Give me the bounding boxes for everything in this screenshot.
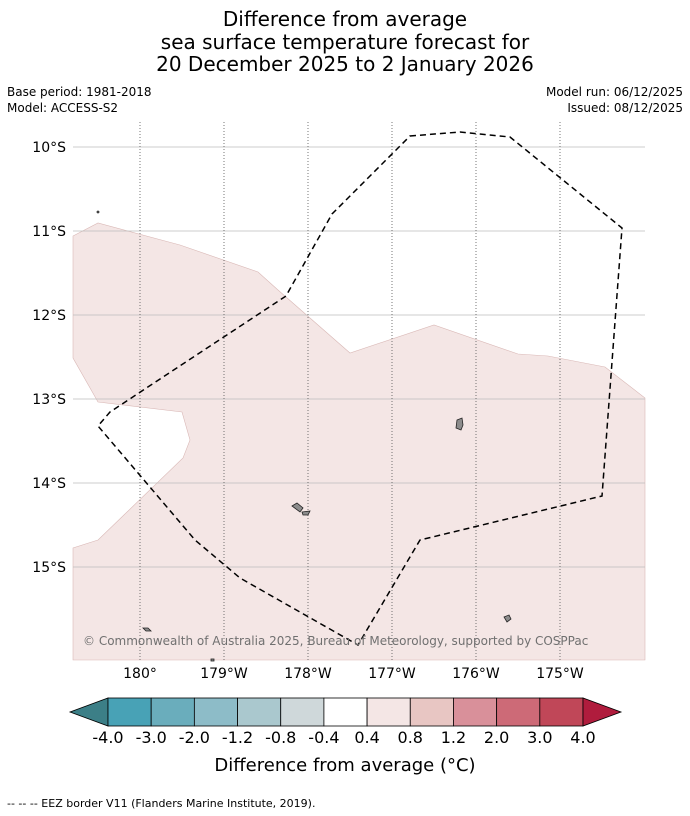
island-east — [455, 417, 464, 431]
lon-label-175w: 175°W — [536, 666, 584, 682]
colorbar-label: Difference from average (°C) — [214, 755, 476, 776]
colorbar-tick-label: -3.0 — [136, 728, 167, 747]
colorbar: -4.0 -3.0 -2.0 -1.2 -0.8 -0.4 0.4 0.8 1.2 2.0 3.0 4… — [68, 697, 623, 747]
issued-date: Issued: 08/12/2025 — [567, 101, 683, 115]
colorbar-cell — [496, 697, 541, 727]
colorbar-tick-label: 1.2 — [441, 728, 466, 747]
lat-label-13s: 13°S — [32, 392, 66, 408]
lon-label-180: 180° — [123, 666, 157, 682]
model-name: Model: ACCESS-S2 — [7, 101, 119, 115]
meta-left: Base period: 1981-2018 Model: ACCESS-S2 — [7, 84, 152, 116]
colorbar-tick-label: -2.0 — [179, 728, 210, 747]
colorbar-cell — [280, 697, 325, 727]
lon-label-177w: 177°W — [368, 666, 416, 682]
meta-right: Model run: 06/12/2025 Issued: 08/12/2025 — [546, 84, 683, 116]
islands — [96, 210, 512, 662]
lon-label-178w: 178°W — [284, 666, 332, 682]
colorbar-tick-label: -0.8 — [265, 728, 296, 747]
colorbar-tick-label: -4.0 — [92, 728, 123, 747]
island-southwest — [142, 627, 152, 632]
lat-labels: 10°S 11°S 12°S 13°S 14°S 15°S — [32, 140, 66, 576]
colorbar-cell — [539, 697, 584, 727]
lon-label-179w: 179°W — [200, 666, 248, 682]
colorbar-cell — [409, 697, 454, 727]
island-central — [291, 502, 304, 513]
lon-label-176w: 176°W — [452, 666, 500, 682]
colorbar-tick-label: 3.0 — [527, 728, 552, 747]
lon-labels: 180° 179°W 178°W 177°W 176°W 175°W — [123, 666, 584, 682]
anomaly-region — [72, 222, 646, 661]
copyright-text: © Commonwealth of Australia 2025, Bureau… — [83, 634, 588, 648]
title-line-1: Difference from average — [222, 7, 468, 31]
island-southeast — [503, 614, 512, 623]
colorbar-tick-label: -1.2 — [222, 728, 253, 747]
lat-label-11s: 11°S — [32, 224, 66, 240]
colorbar-cell — [366, 697, 411, 727]
colorbar-tick-label: 4.0 — [570, 728, 595, 747]
colorbar-tick-label: 0.4 — [354, 728, 379, 747]
base-period: Base period: 1981-2018 — [7, 85, 152, 99]
model-run: Model run: 06/12/2025 — [545, 85, 683, 99]
island-south-dot — [210, 658, 215, 662]
title-line-3: 20 December 2025 to 2 January 2026 — [156, 52, 534, 76]
eez-border — [97, 131, 623, 647]
colorbar-cell — [193, 697, 238, 727]
colorbar-tick-label: 0.8 — [398, 728, 423, 747]
lat-label-15s: 15°S — [32, 560, 66, 576]
title-line-2: sea surface temperature forecast for — [160, 29, 530, 54]
lat-label-10s: 10°S — [32, 140, 66, 156]
chart-title: Difference from average sea surface temp… — [0, 8, 690, 76]
colorbar-tick-label: -0.4 — [308, 728, 339, 747]
colorbar-left-extension — [68, 697, 109, 727]
lat-gridlines — [73, 146, 645, 568]
island-northwest — [96, 210, 100, 214]
colorbar-cell — [150, 697, 195, 727]
colorbar-right-extension — [582, 697, 623, 727]
colorbar-cell — [107, 697, 152, 727]
lat-label-14s: 14°S — [32, 476, 66, 492]
eez-footnote: -- -- -- EEZ border V11 (Flanders Marine… — [7, 797, 316, 810]
colorbar-cell — [453, 697, 498, 727]
colorbar-cell — [323, 697, 368, 727]
colorbar-tick-label: 2.0 — [484, 728, 509, 747]
lat-label-12s: 12°S — [32, 308, 66, 324]
island-central-small — [301, 510, 311, 516]
colorbar-cell — [237, 697, 282, 727]
